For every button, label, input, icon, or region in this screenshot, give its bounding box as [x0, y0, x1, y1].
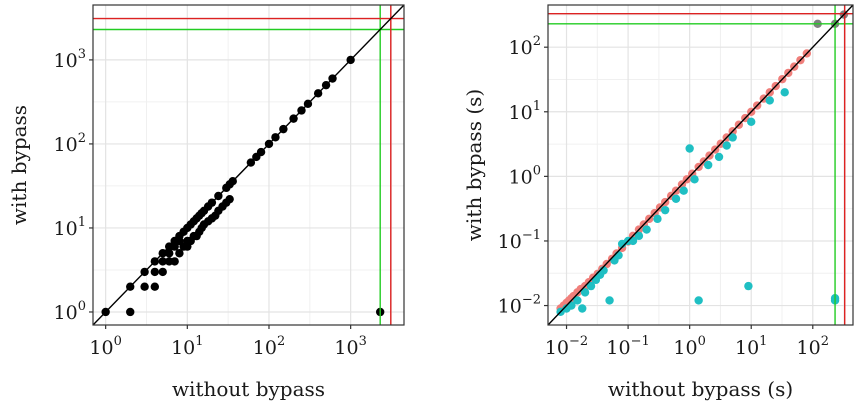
y-tick-label: 102 — [509, 34, 541, 59]
data-point — [694, 296, 703, 305]
data-point — [744, 281, 753, 291]
data-point — [158, 267, 167, 277]
data-point — [573, 296, 582, 305]
data-point — [175, 249, 184, 258]
plot-border — [547, 4, 854, 326]
data-point — [170, 257, 179, 266]
data-point — [642, 225, 651, 234]
data-point — [634, 231, 644, 241]
data-point — [580, 288, 590, 297]
x-axis-title: without bypass (s) — [608, 377, 793, 401]
data-point — [150, 267, 160, 277]
data-point — [765, 96, 774, 105]
data-point — [126, 307, 135, 317]
y-tick-label: 102 — [54, 131, 86, 156]
data-point — [158, 257, 167, 266]
y-axis-title: with bypass (s) — [462, 89, 486, 241]
x-tick-label: 100 — [89, 334, 121, 359]
plot-border — [92, 4, 405, 326]
data-point — [140, 282, 149, 291]
data-point — [747, 117, 756, 126]
x-tick-label: 10−2 — [545, 334, 588, 359]
data-point — [671, 194, 681, 203]
data-point — [586, 281, 596, 291]
x-tick-label: 103 — [334, 334, 366, 359]
y-tick-label: 10−1 — [498, 228, 541, 253]
data-point — [660, 205, 670, 215]
y-tick-label: 103 — [54, 47, 86, 72]
data-point — [722, 141, 731, 150]
x-tick-label: 102 — [797, 334, 829, 359]
plot-area — [548, 5, 853, 325]
x-tick-label: 10−1 — [606, 334, 649, 359]
data-point — [690, 175, 699, 184]
data-point — [780, 88, 789, 97]
plot-area — [93, 5, 404, 325]
data-point — [653, 214, 662, 224]
x-tick-label: 102 — [253, 334, 285, 359]
panel-2: 10−2 10−1 100 101 10210−210−1100101102withou… — [462, 4, 854, 401]
y-axis-title: with bypass — [7, 105, 31, 225]
x-tick-label: 100 — [673, 334, 705, 359]
data-point — [605, 296, 614, 305]
y-tick-label: 101 — [54, 215, 86, 240]
panel-1: 100 101 102 103 100 101 102 103 without bypass wi… — [7, 4, 405, 401]
data-point — [685, 144, 694, 153]
data-point — [679, 186, 688, 195]
data-point — [165, 249, 174, 258]
data-point — [614, 251, 623, 260]
y-tick-label: 10−2 — [498, 293, 541, 318]
data-point — [714, 152, 724, 162]
x-tick-label: 101 — [171, 334, 203, 359]
data-point — [578, 304, 587, 313]
x-tick-label: 101 — [735, 334, 767, 359]
data-point — [703, 160, 713, 170]
data-point — [225, 194, 234, 204]
x-axis-title: without bypass — [172, 377, 325, 401]
y-tick-label: 100 — [54, 299, 86, 324]
data-point — [728, 133, 737, 142]
data-point — [150, 282, 160, 291]
diagonal-line — [548, 5, 853, 325]
diagonal-line — [93, 5, 404, 325]
y-tick-label: 101 — [509, 99, 541, 124]
y-tick-label: 100 — [509, 163, 541, 188]
